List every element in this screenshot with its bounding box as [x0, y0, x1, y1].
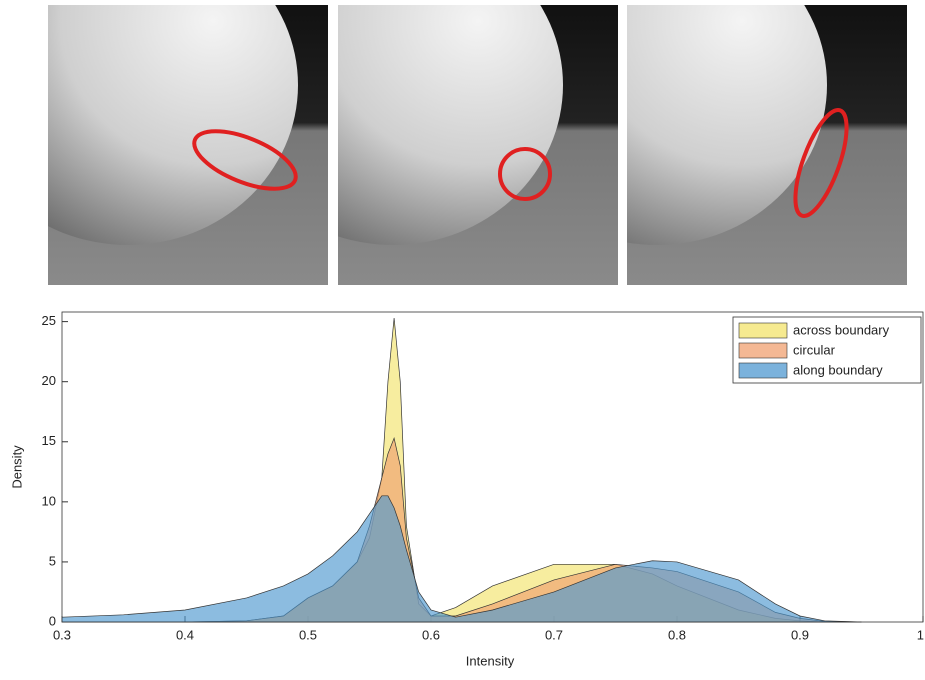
legend-label: circular	[793, 342, 836, 357]
y-tick-label: 15	[42, 433, 56, 448]
y-tick-label: 25	[42, 313, 56, 328]
x-tick-label: 0.7	[545, 627, 563, 642]
y-tick-label: 20	[42, 373, 56, 388]
x-tick-label: 0.4	[176, 627, 194, 642]
legend-label: across boundary	[793, 322, 890, 337]
legend-swatch	[738, 342, 788, 359]
image-along	[627, 5, 907, 285]
x-axis-label: Intensity	[466, 653, 515, 668]
y-tick-label: 10	[42, 493, 56, 508]
y-tick-label: 5	[49, 553, 56, 568]
y-tick-label: 0	[49, 613, 56, 628]
x-tick-label: 0.6	[422, 627, 440, 642]
x-tick-label: 1	[917, 627, 924, 642]
image-circular	[338, 5, 618, 285]
image-across	[48, 5, 328, 285]
legend-swatch	[738, 362, 788, 379]
x-tick-label: 0.5	[299, 627, 317, 642]
x-tick-label: 0.9	[791, 627, 809, 642]
x-tick-label: 0.3	[53, 627, 71, 642]
x-tick-label: 0.8	[668, 627, 686, 642]
legend-swatch	[738, 322, 788, 339]
density-area	[61, 495, 862, 623]
legend-label: along boundary	[793, 362, 883, 377]
y-axis-label: Density	[9, 445, 24, 489]
